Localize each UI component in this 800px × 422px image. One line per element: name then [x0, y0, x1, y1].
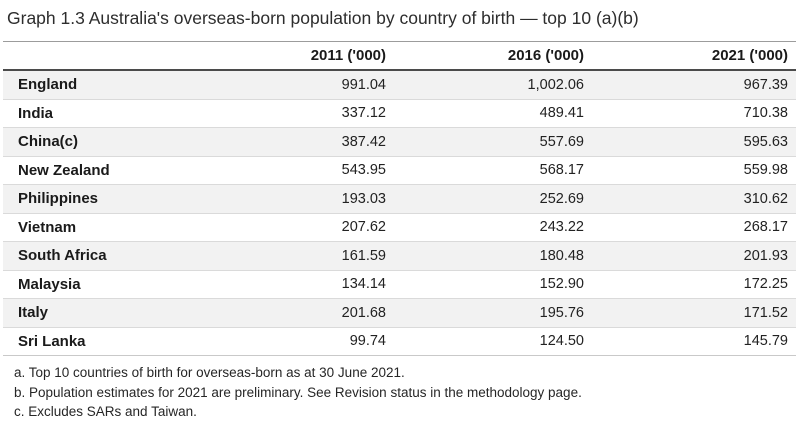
value-cell-2016: 152.90 — [394, 270, 592, 299]
country-cell: Malaysia — [3, 270, 196, 299]
value-cell-2011: 161.59 — [196, 241, 394, 271]
value-cell-2011: 207.62 — [196, 213, 394, 242]
header-row: 2011 ('000) 2016 ('000) 2021 ('000) — [3, 41, 796, 71]
value-cell-2021: 171.52 — [592, 298, 796, 328]
value-cell-2016: 124.50 — [394, 327, 592, 356]
footnote-a: a. Top 10 countries of birth for oversea… — [14, 365, 405, 380]
country-cell: Vietnam — [3, 213, 196, 242]
value-cell-2011: 991.04 — [196, 70, 394, 100]
table-row-india: India 337.12 489.41 710.38 — [3, 99, 796, 128]
value-cell-2021: 967.39 — [592, 70, 796, 100]
value-cell-2011: 193.03 — [196, 184, 394, 214]
table-row-philippines: Philippines 193.03 252.69 310.62 — [3, 184, 796, 214]
value-cell-2021: 201.93 — [592, 241, 796, 271]
table-row-vietnam: Vietnam 207.62 243.22 268.17 — [3, 213, 796, 242]
value-cell-2011: 387.42 — [196, 127, 394, 157]
country-cell: Italy — [3, 298, 196, 328]
country-cell: China(c) — [3, 127, 196, 157]
table-row-england: England 991.04 1,002.06 967.39 — [3, 70, 796, 100]
table-row-sri-lanka: Sri Lanka 99.74 124.50 145.79 — [3, 327, 796, 356]
corner-header — [3, 41, 196, 71]
value-cell-2021: 145.79 — [592, 327, 796, 356]
country-cell: Sri Lanka — [3, 327, 196, 356]
value-cell-2011: 134.14 — [196, 270, 394, 299]
table-row-south-africa: South Africa 161.59 180.48 201.93 — [3, 241, 796, 271]
value-cell-2016: 195.76 — [394, 298, 592, 328]
value-cell-2021: 710.38 — [592, 99, 796, 128]
value-cell-2021: 172.25 — [592, 270, 796, 299]
footnote-b: b. Population estimates for 2021 are pre… — [14, 384, 582, 400]
population-table: 2011 ('000) 2016 ('000) 2021 ('000) Engl… — [3, 41, 796, 356]
graph-title: Graph 1.3 Australia's overseas-born popu… — [7, 8, 639, 28]
country-cell: South Africa — [3, 241, 196, 271]
country-cell: Philippines — [3, 184, 196, 214]
value-cell-2021: 310.62 — [592, 184, 796, 214]
value-cell-2011: 337.12 — [196, 99, 394, 128]
table-row-italy: Italy 201.68 195.76 171.52 — [3, 298, 796, 328]
value-cell-2021: 595.63 — [592, 127, 796, 157]
col-header-2016: 2016 ('000) — [394, 41, 592, 71]
value-cell-2016: 557.69 — [394, 127, 592, 157]
col-header-2011: 2011 ('000) — [196, 41, 394, 71]
value-cell-2011: 99.74 — [196, 327, 394, 356]
value-cell-2011: 201.68 — [196, 298, 394, 328]
footnotes: a. Top 10 countries of birth for oversea… — [0, 356, 800, 422]
value-cell-2016: 1,002.06 — [394, 70, 592, 100]
value-cell-2016: 180.48 — [394, 241, 592, 271]
country-cell: India — [3, 99, 196, 128]
value-cell-2016: 568.17 — [394, 156, 592, 185]
country-cell: New Zealand — [3, 156, 196, 185]
table-row-new-zealand: New Zealand 543.95 568.17 559.98 — [3, 156, 796, 185]
col-header-2021: 2021 ('000) — [592, 41, 796, 71]
value-cell-2016: 252.69 — [394, 184, 592, 214]
value-cell-2011: 543.95 — [196, 156, 394, 185]
footnote-c: c. Excludes SARs and Taiwan. — [14, 404, 197, 419]
value-cell-2021: 559.98 — [592, 156, 796, 185]
value-cell-2016: 243.22 — [394, 213, 592, 242]
value-cell-2016: 489.41 — [394, 99, 592, 128]
country-cell: England — [3, 70, 196, 100]
value-cell-2021: 268.17 — [592, 213, 796, 242]
table-row-china: China(c) 387.42 557.69 595.63 — [3, 127, 796, 157]
table-row-malaysia: Malaysia 134.14 152.90 172.25 — [3, 270, 796, 299]
